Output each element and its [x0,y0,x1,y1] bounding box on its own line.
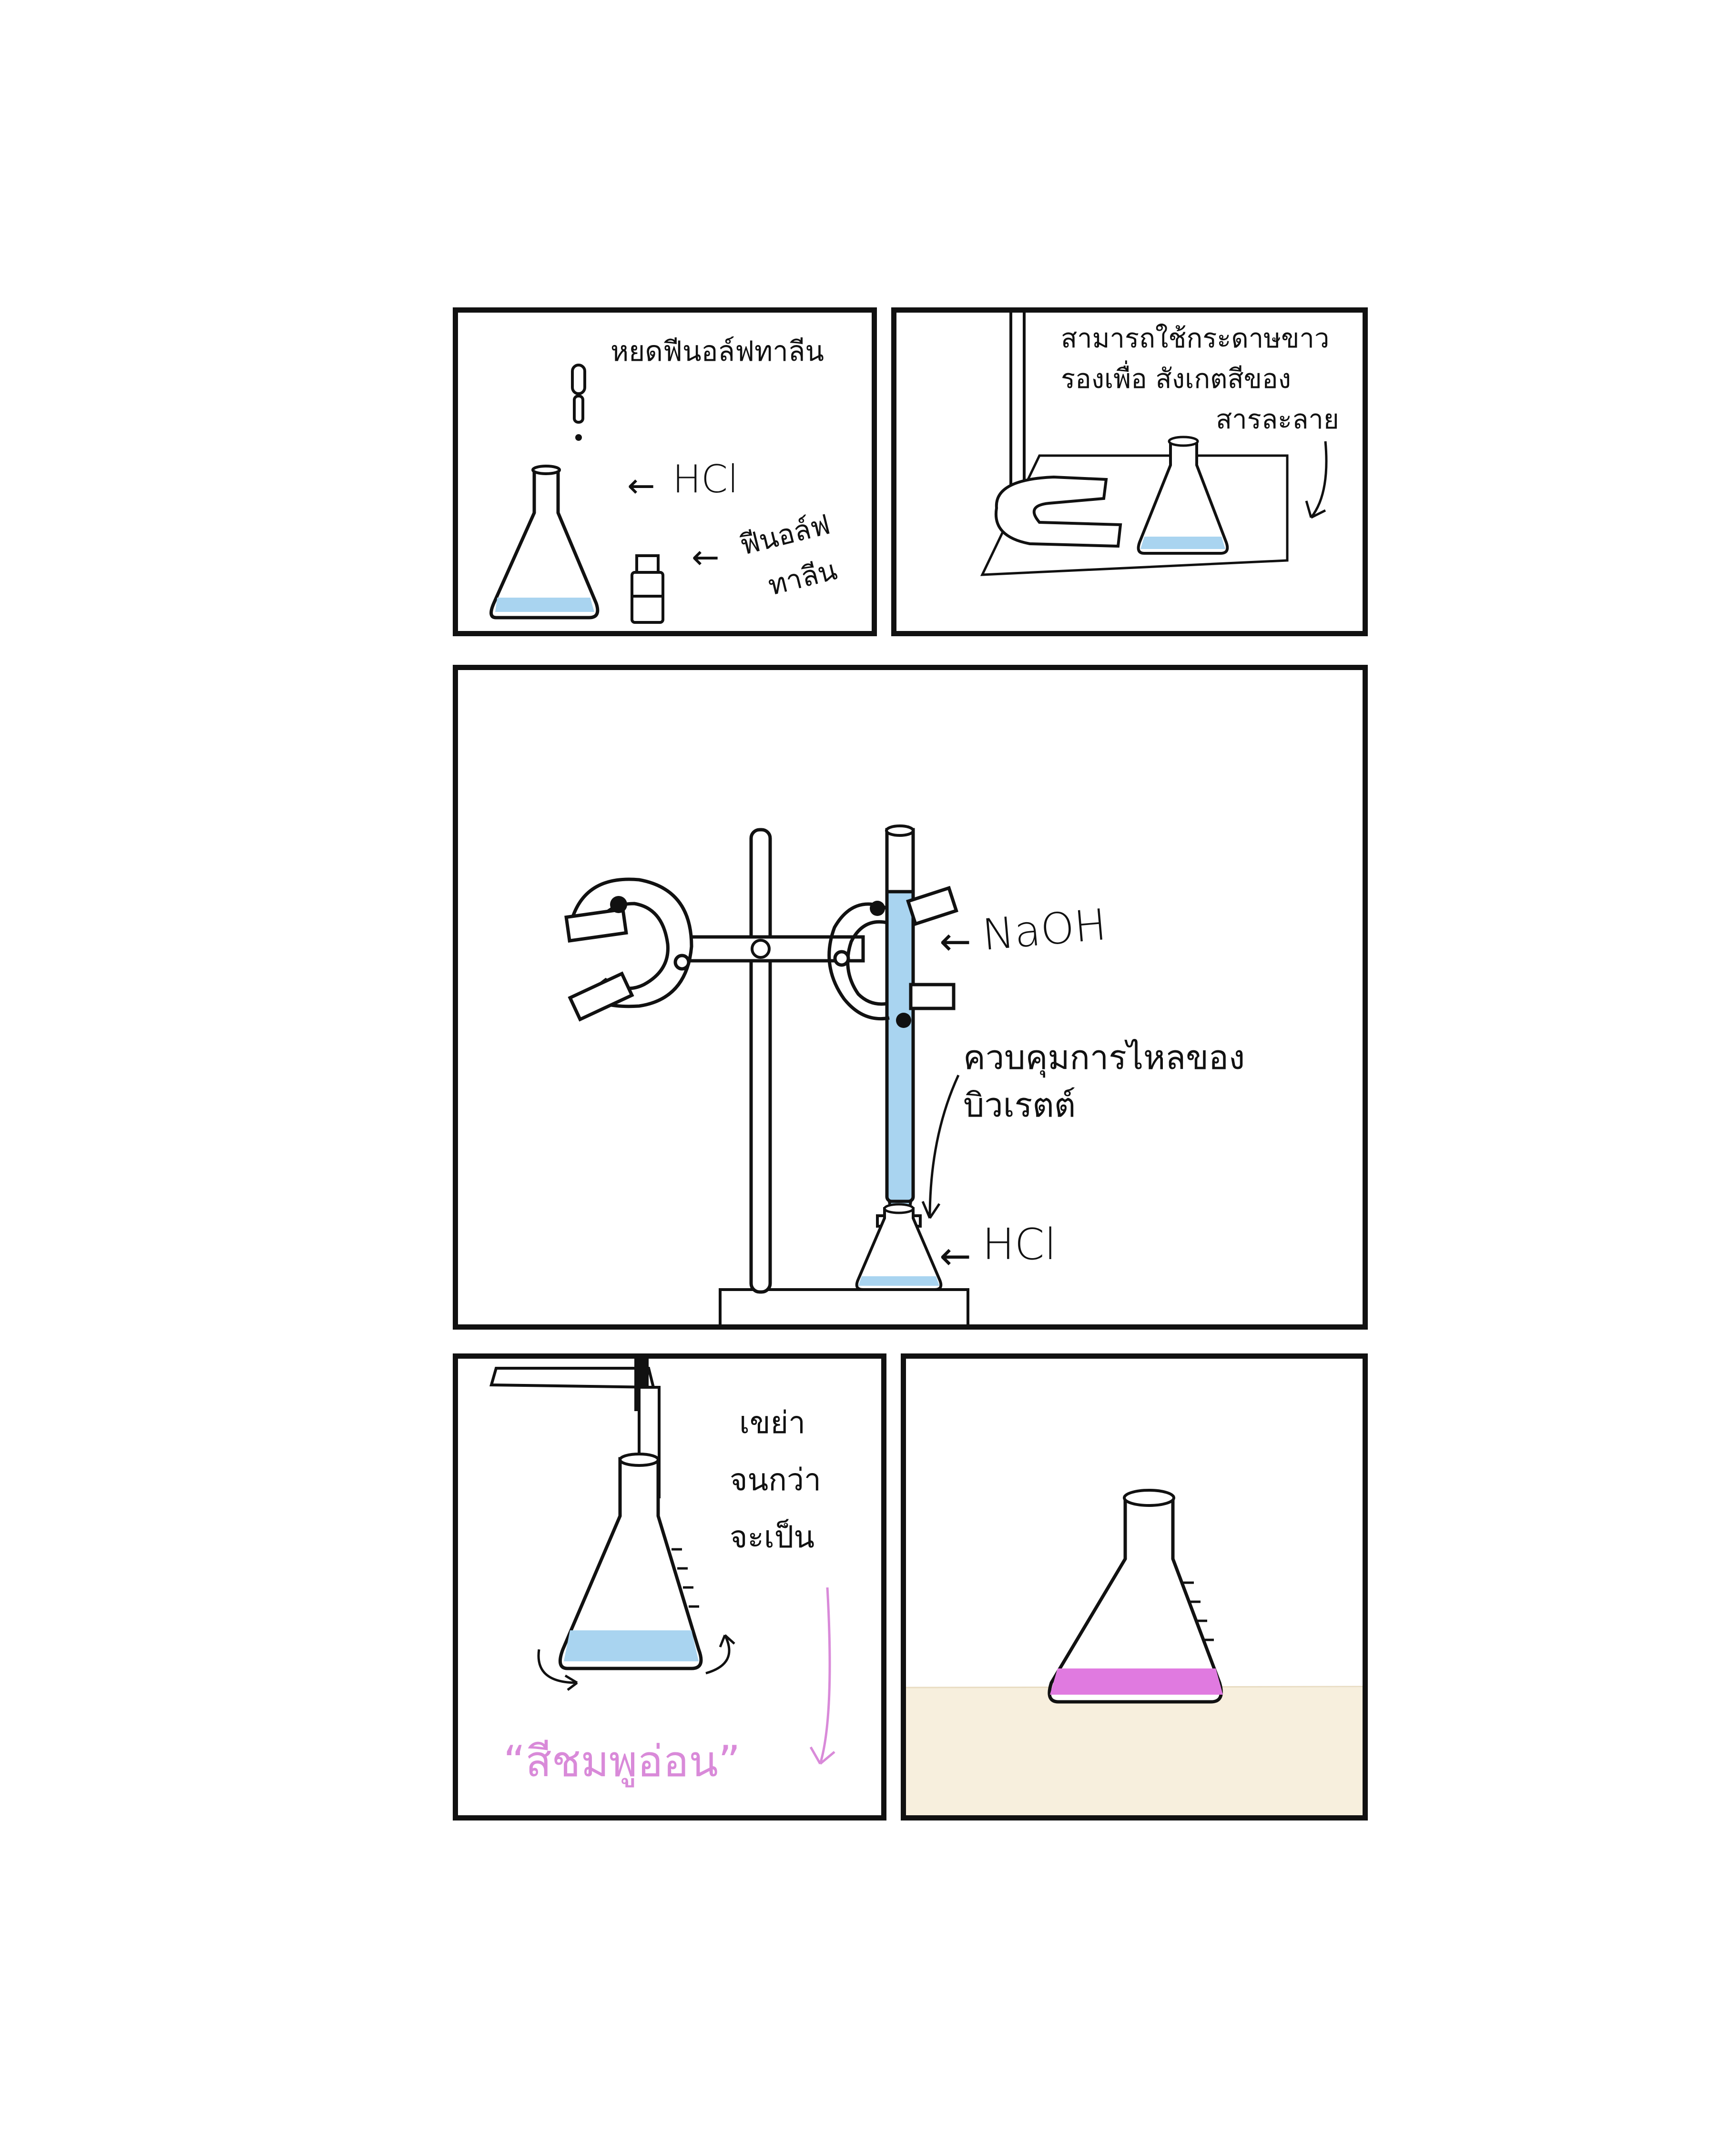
arrow-to-naoh: ← [939,919,972,964]
flask-icon [1048,1489,1223,1704]
caption-add-indicator: หยดฟีนอล์ฟทาลีน [611,335,824,367]
panel-white-paper: สามารถใช้กระดาษขาว รองเพื่อ สังเกตสีของ … [891,307,1368,636]
panel-swirl: เขย่า จนกว่า จะเป็น “สีชมพูอ่อน” [453,1353,886,1820]
result-light-pink: “สีชมพูอ่อน” [503,1737,741,1787]
label-control-line1: ควบคุมการไหลของ [963,1038,1245,1077]
caption-line3: จะเป็น [730,1520,815,1555]
flask-icon [855,1203,943,1291]
panel-add-indicator: หยดฟีนอล์ฟทาลีน ← HCl ← ฟีนอล์ฟ ทาลีน [453,307,877,636]
swirl-left-icon [537,1649,578,1691]
panel1-drawing [489,364,664,624]
left-burette-clamp [564,877,693,1022]
stand-base [719,1288,969,1324]
stand-rod [749,828,772,1294]
right-burette-clamp [827,885,958,1021]
clamp-top [489,1367,655,1389]
flask-icon [558,1453,703,1670]
arrow-to-hcl: ← [627,466,655,505]
flask-icon [489,465,600,620]
indicator-bottle-icon [631,554,664,624]
panel4-drawing [489,1359,835,1765]
caption-line1: เขย่า [739,1405,806,1441]
arrow-to-indicator: ← [692,538,720,577]
caption-line3: สารละลาย [1216,404,1339,435]
burette [876,824,922,1259]
stand-rod [1009,313,1026,500]
label-hcl: HCl [672,457,739,501]
caption-line1: สามารถใช้กระดาษขาว [1061,323,1330,354]
label-hcl: HCl [982,1220,1057,1270]
panel-titration-setup: ← NaOH ควบคุมการไหลของ บิวเรตต์ ← HCl [453,665,1368,1330]
flask-icon [1137,436,1229,555]
panel-final-result [901,1353,1368,1820]
arrow-to-hcl: ← [939,1234,972,1278]
arrow-to-stopcock-icon [921,1074,960,1219]
table-surface [906,1688,1363,1815]
drop-icon [575,434,582,441]
panel3-drawing [564,824,969,1324]
stand-base [994,475,1122,548]
curved-arrow-icon [1305,441,1328,519]
caption-line2: จนกว่า [730,1463,821,1498]
swirl-right-icon [705,1634,735,1675]
caption-line2: รองเพื่อ สังเกตสีของ [1061,364,1291,395]
label-naoh: NaOH [980,899,1109,961]
panel5-drawing [906,1489,1363,1815]
pink-arrow-icon [809,1587,835,1765]
label-control-line2: บิวเรตต์ [963,1086,1076,1125]
dropper-icon [571,364,586,424]
panel2-drawing [980,313,1328,576]
